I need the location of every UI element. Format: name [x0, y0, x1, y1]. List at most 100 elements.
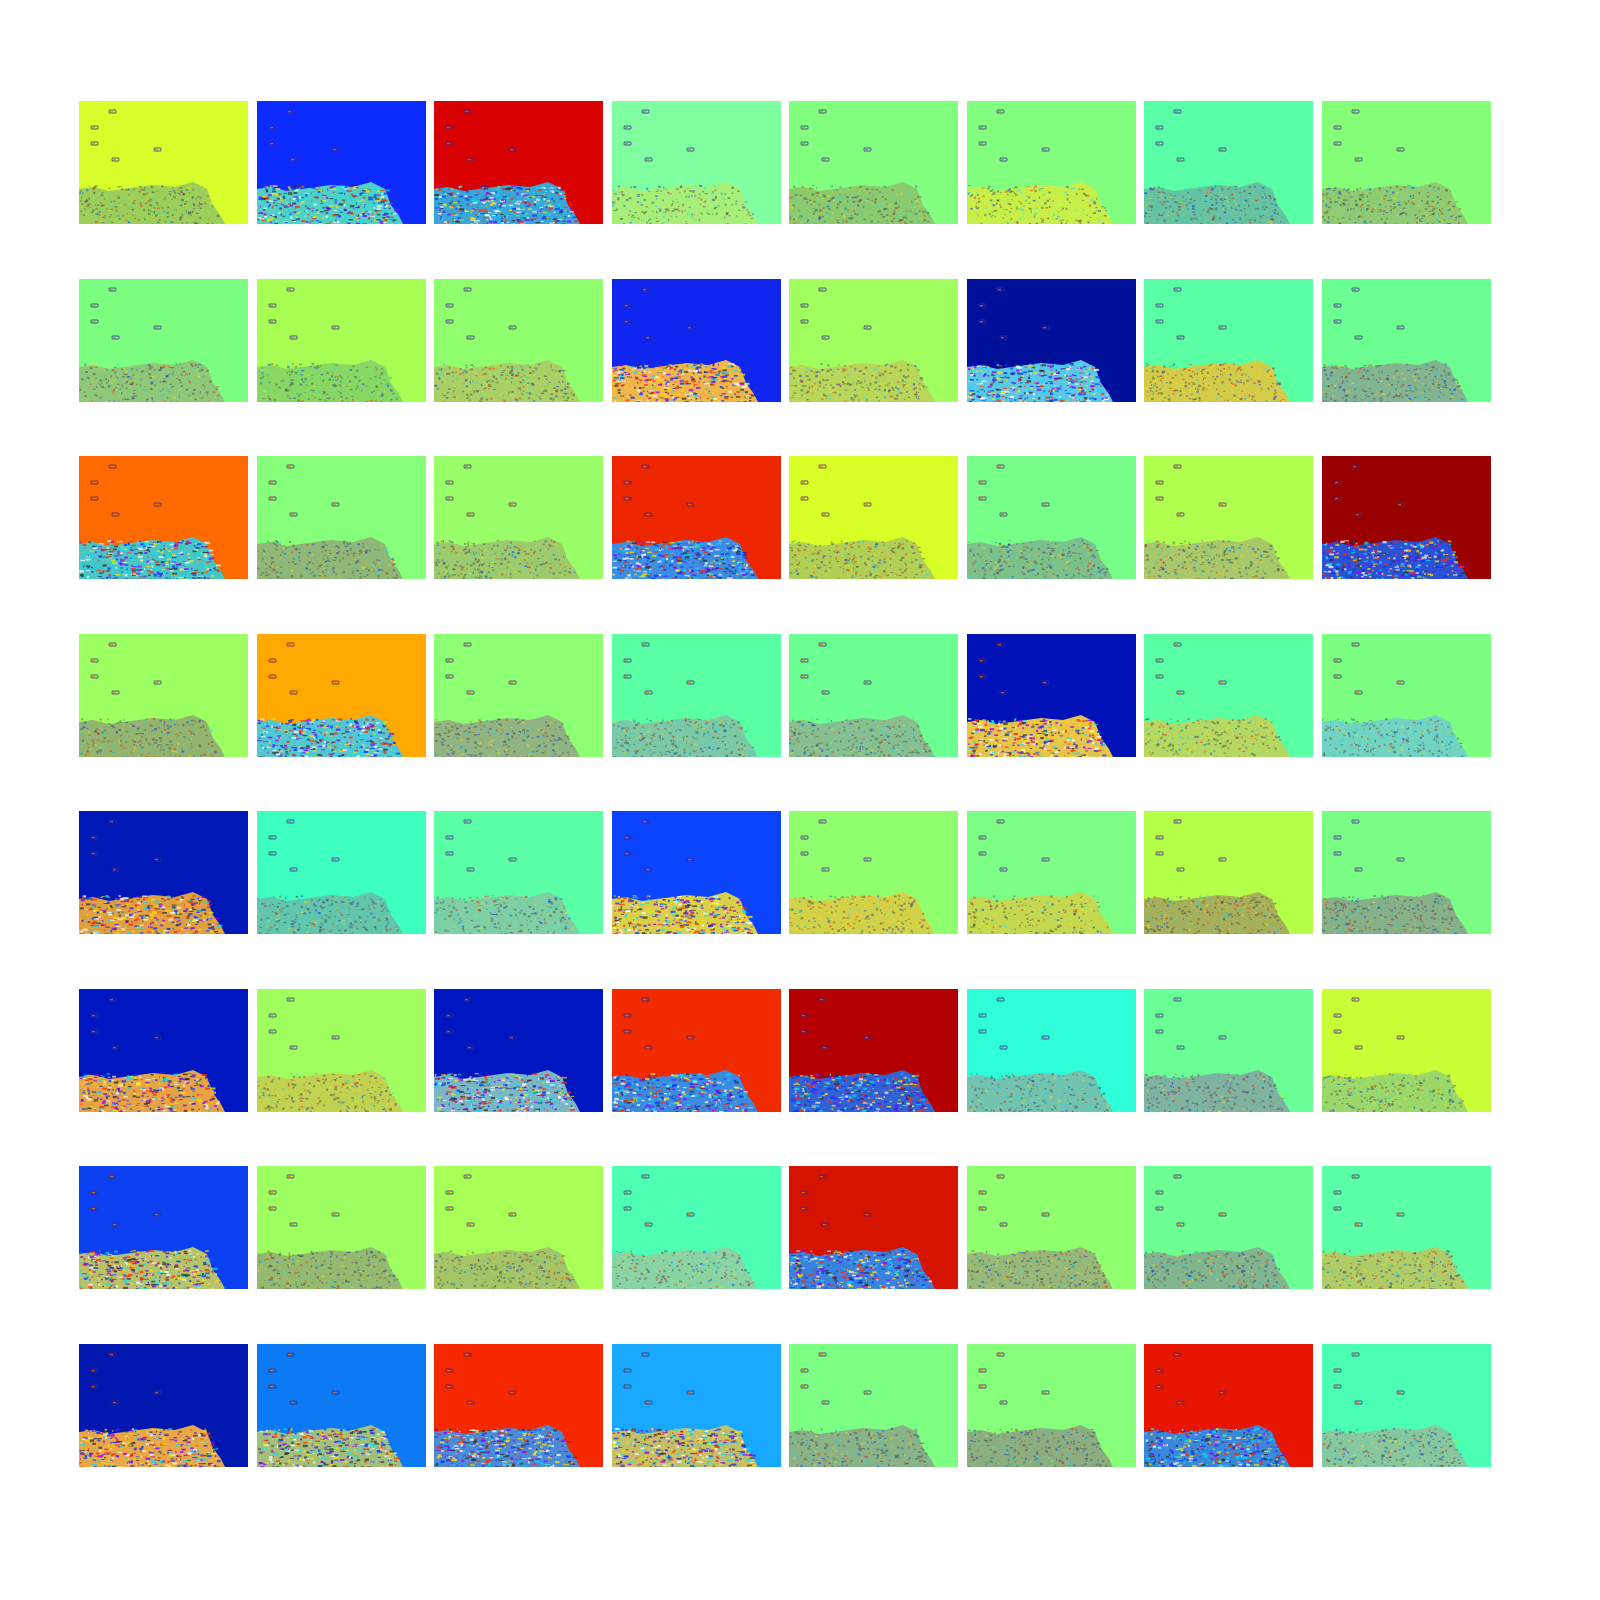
feature-map-22 [967, 456, 1136, 579]
feature-map-8 [1322, 101, 1491, 224]
feature-map-47 [1144, 989, 1313, 1112]
feature-map-43 [434, 989, 603, 1112]
feature-map-51 [434, 1166, 603, 1289]
feature-map-image [434, 1344, 603, 1467]
feature-map-39 [1144, 811, 1313, 934]
feature-map-image [967, 1166, 1136, 1289]
feature-map-image [79, 456, 248, 579]
feature-map-image [257, 811, 426, 934]
feature-map-image [789, 279, 958, 402]
feature-map-image [1144, 456, 1313, 579]
feature-map-26 [257, 634, 426, 757]
feature-map-7 [1144, 101, 1313, 224]
feature-map-9 [79, 279, 248, 402]
feature-map-image [1144, 989, 1313, 1112]
feature-map-63 [1144, 1344, 1313, 1467]
feature-map-image [434, 279, 603, 402]
feature-map-12 [612, 279, 781, 402]
feature-map-image [434, 634, 603, 757]
feature-map-25 [79, 634, 248, 757]
feature-map-image [612, 101, 781, 224]
feature-map-image [79, 811, 248, 934]
feature-map-50 [257, 1166, 426, 1289]
feature-map-17 [79, 456, 248, 579]
feature-map-11 [434, 279, 603, 402]
feature-map-image [612, 1166, 781, 1289]
feature-map-image [612, 634, 781, 757]
feature-map-image [434, 811, 603, 934]
feature-map-2 [257, 101, 426, 224]
feature-map-24 [1322, 456, 1491, 579]
feature-map-image [434, 989, 603, 1112]
feature-map-52 [612, 1166, 781, 1289]
feature-map-13 [789, 279, 958, 402]
feature-map-53 [789, 1166, 958, 1289]
feature-map-image [1322, 456, 1491, 579]
feature-map-61 [789, 1344, 958, 1467]
feature-map-image [612, 456, 781, 579]
feature-map-image [1322, 1344, 1491, 1467]
feature-map-image [434, 101, 603, 224]
feature-map-3 [434, 101, 603, 224]
feature-map-image [257, 989, 426, 1112]
feature-map-image [789, 989, 958, 1112]
feature-map-image [1144, 279, 1313, 402]
feature-map-32 [1322, 634, 1491, 757]
feature-map-image [257, 1166, 426, 1289]
feature-map-1 [79, 101, 248, 224]
feature-map-44 [612, 989, 781, 1112]
feature-map-62 [967, 1344, 1136, 1467]
feature-map-image [434, 456, 603, 579]
feature-map-image [967, 101, 1136, 224]
feature-map-image [789, 811, 958, 934]
feature-map-38 [967, 811, 1136, 934]
feature-map-19 [434, 456, 603, 579]
feature-map-image [789, 101, 958, 224]
feature-map-image [789, 634, 958, 757]
feature-map-image [79, 1344, 248, 1467]
feature-map-image [1144, 634, 1313, 757]
feature-map-image [1322, 279, 1491, 402]
feature-map-21 [789, 456, 958, 579]
feature-map-33 [79, 811, 248, 934]
feature-map-16 [1322, 279, 1491, 402]
feature-map-5 [789, 101, 958, 224]
feature-map-image [257, 634, 426, 757]
feature-map-image [612, 1344, 781, 1467]
feature-map-image [1144, 1166, 1313, 1289]
feature-map-36 [612, 811, 781, 934]
feature-map-image [967, 811, 1136, 934]
feature-map-image [967, 634, 1136, 757]
feature-map-image [1322, 101, 1491, 224]
feature-map-image [1144, 1344, 1313, 1467]
feature-map-14 [967, 279, 1136, 402]
feature-map-37 [789, 811, 958, 934]
feature-map-image [79, 279, 248, 402]
feature-map-64 [1322, 1344, 1491, 1467]
feature-map-6 [967, 101, 1136, 224]
feature-map-58 [257, 1344, 426, 1467]
feature-map-40 [1322, 811, 1491, 934]
feature-map-image [967, 456, 1136, 579]
feature-map-image [789, 456, 958, 579]
feature-map-image [967, 279, 1136, 402]
feature-map-42 [257, 989, 426, 1112]
feature-map-image [612, 811, 781, 934]
feature-map-54 [967, 1166, 1136, 1289]
feature-map-10 [257, 279, 426, 402]
feature-map-image [1322, 989, 1491, 1112]
feature-map-image [1322, 811, 1491, 934]
feature-map-29 [789, 634, 958, 757]
feature-map-image [79, 101, 248, 224]
feature-map-image [1144, 101, 1313, 224]
feature-map-35 [434, 811, 603, 934]
feature-map-image [789, 1166, 958, 1289]
feature-map-image [612, 279, 781, 402]
feature-map-49 [79, 1166, 248, 1289]
feature-map-48 [1322, 989, 1491, 1112]
feature-map-23 [1144, 456, 1313, 579]
feature-map-57 [79, 1344, 248, 1467]
feature-map-34 [257, 811, 426, 934]
feature-map-image [434, 1166, 603, 1289]
